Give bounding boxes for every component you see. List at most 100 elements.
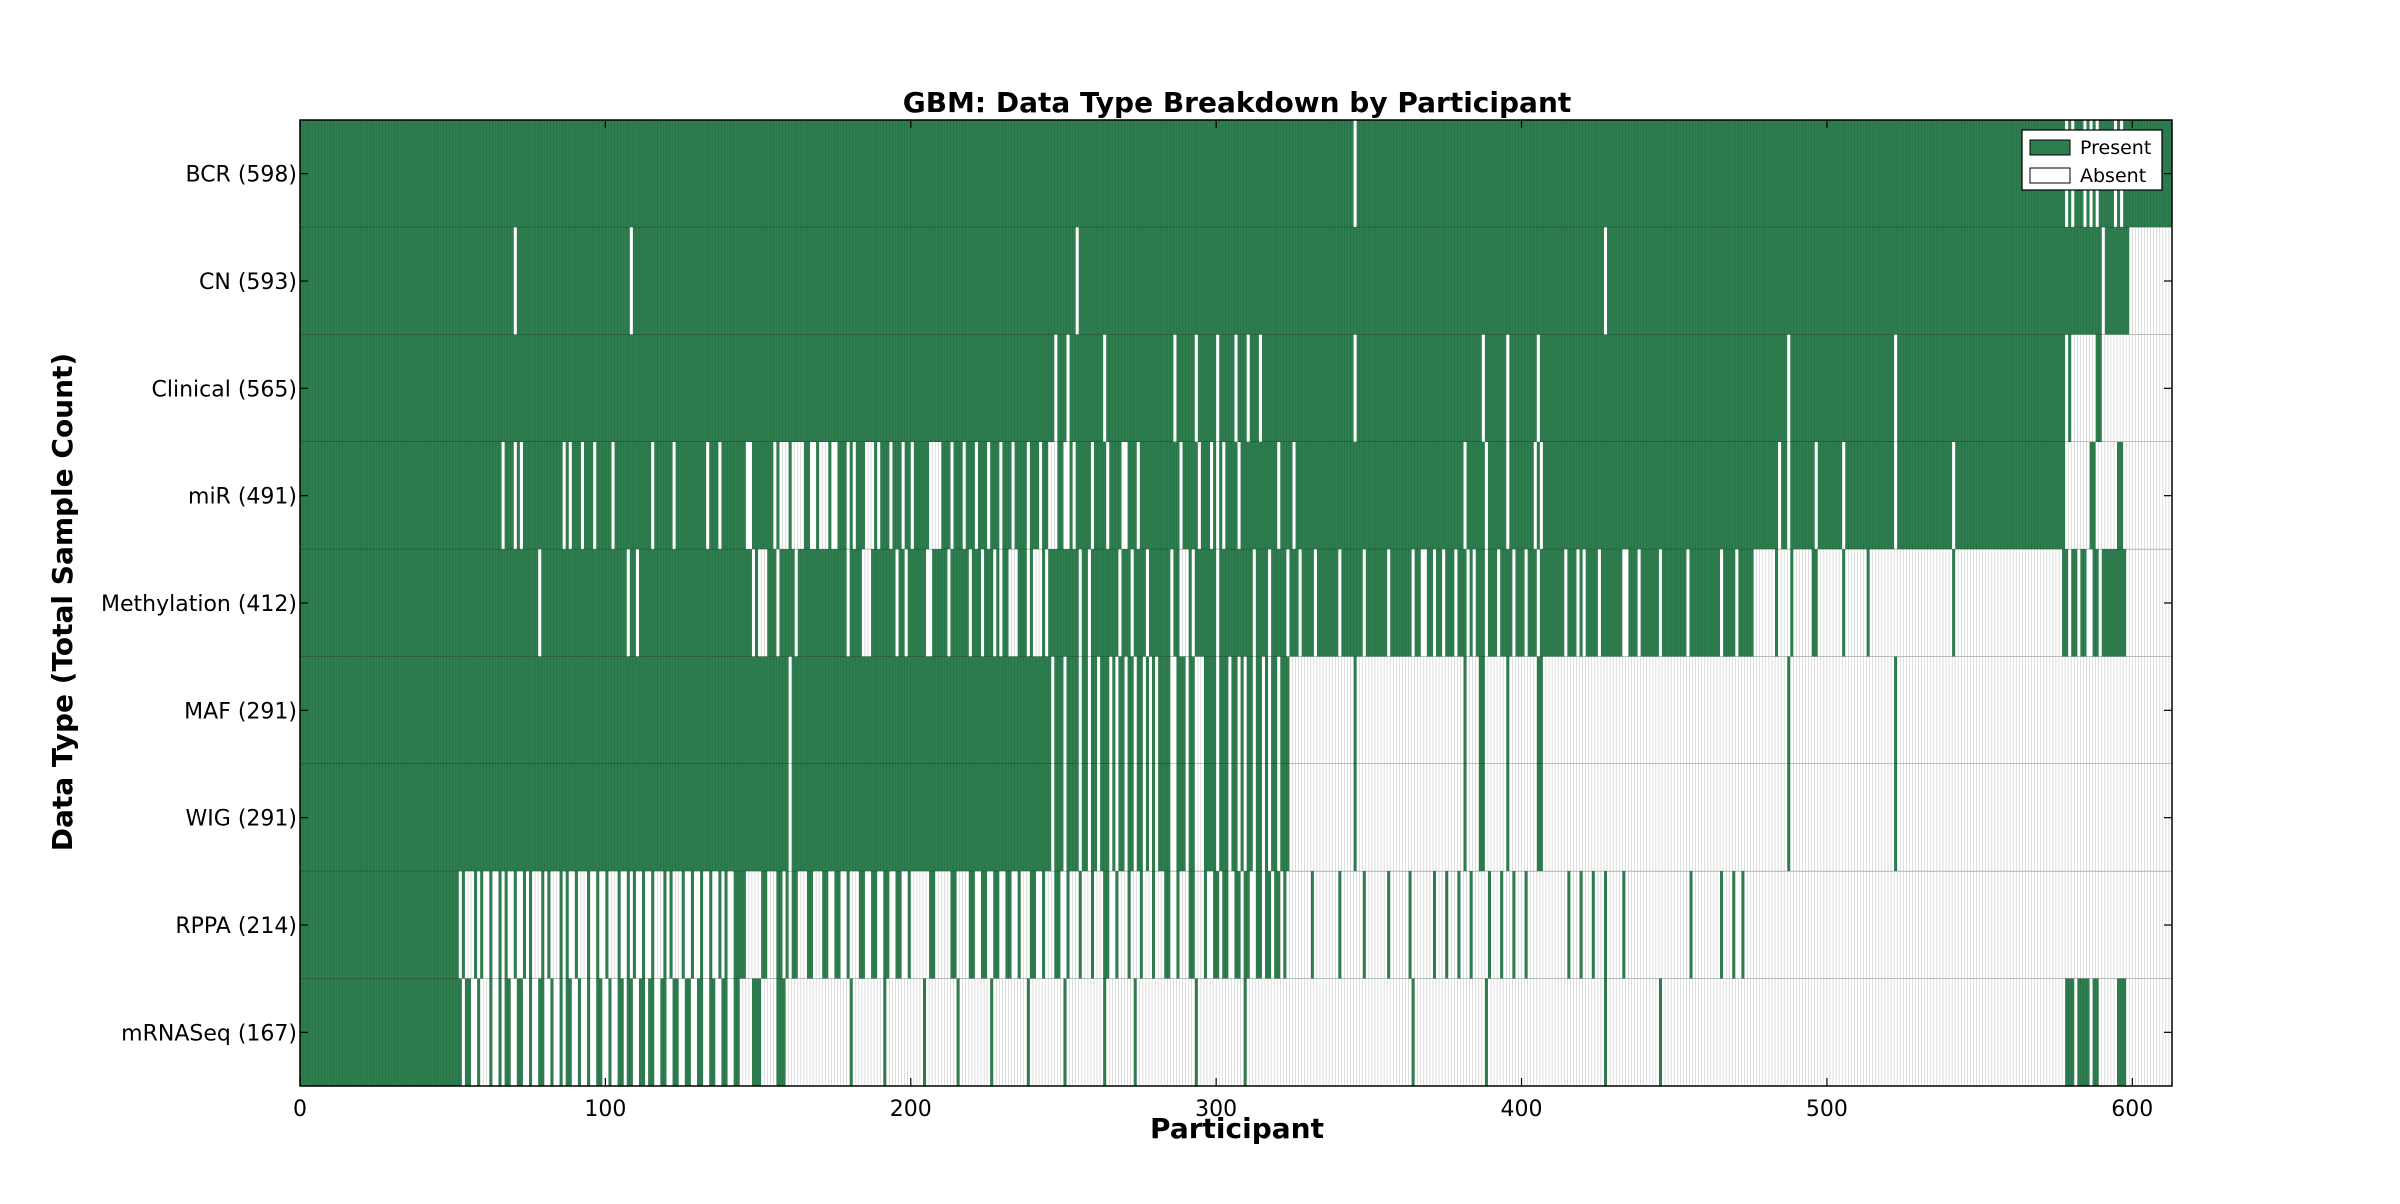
absent-segment: [1237, 442, 1241, 550]
absent-segment: [758, 549, 768, 657]
absent-separators: [1157, 871, 1162, 979]
row-3: [300, 442, 2172, 550]
absent-segment: [1243, 764, 1247, 872]
absent-segment: [1515, 871, 1525, 979]
absent-segment: [1118, 549, 1122, 657]
absent-separators: [1200, 978, 1241, 1086]
absent-separators: [1197, 656, 1202, 764]
absent-segment: [1356, 764, 1464, 872]
absent-segment: [788, 764, 792, 872]
absent-separators: [1725, 871, 1730, 979]
absent-segment: [877, 442, 881, 550]
absent-segment: [553, 978, 560, 1086]
absent-segment: [1106, 978, 1134, 1086]
absent-segment: [809, 442, 817, 550]
absent-separators: [821, 442, 826, 550]
absent-separators: [867, 442, 872, 550]
absent-segment: [501, 978, 505, 1086]
absent-segment: [1026, 442, 1030, 550]
absent-segment: [1411, 549, 1415, 657]
absent-segment: [846, 549, 850, 657]
absent-segment: [1362, 549, 1366, 657]
absent-segment: [602, 978, 609, 1086]
absent-segment: [1170, 549, 1174, 657]
absent-separators: [782, 442, 786, 550]
absent-separators: [1597, 871, 1602, 979]
absent-segment: [1292, 442, 1296, 550]
absent-separators: [1796, 549, 1809, 657]
absent-segment: [1845, 549, 1867, 657]
absent-segment: [1106, 442, 1110, 550]
y-tick-label: miR (491): [188, 485, 297, 510]
absent-separators: [2067, 442, 2087, 550]
absent-segment: [849, 871, 859, 979]
absent-segment: [1240, 871, 1244, 979]
absent-segment: [1035, 871, 1043, 979]
absent-segment: [1252, 764, 1256, 872]
absent-segment: [1115, 656, 1119, 764]
absent-segment: [1509, 656, 1537, 764]
y-tick-label: Clinical (565): [152, 377, 297, 402]
absent-segment: [1170, 871, 1177, 979]
absent-segment: [1735, 871, 1742, 979]
absent-segment: [651, 442, 655, 550]
absent-segment: [1155, 656, 1159, 764]
absent-segment: [1484, 764, 1507, 872]
absent-separators: [1872, 549, 1950, 657]
absent-segment: [666, 871, 670, 979]
absent-segment: [1228, 656, 1232, 764]
absent-separators: [815, 871, 820, 979]
absent-segment: [1735, 549, 1739, 657]
absent-segment: [1436, 871, 1446, 979]
absent-segment: [935, 871, 951, 979]
absent-segment: [1069, 871, 1079, 979]
row-5: [300, 656, 2172, 765]
absent-segment: [1338, 549, 1342, 657]
absent-separators: [1121, 871, 1125, 979]
absent-segment: [950, 442, 954, 550]
chart-title: GBM: Data Type Breakdown by Participant: [903, 86, 1572, 119]
absent-segment: [1686, 549, 1690, 657]
absent-segment: [1097, 656, 1101, 764]
absent-segment: [1286, 549, 1290, 657]
absent-segment: [840, 871, 847, 979]
absent-segment: [620, 871, 627, 979]
absent-separators: [1032, 978, 1061, 1086]
absent-separators: [788, 978, 847, 1086]
absent-segment: [1093, 871, 1104, 979]
absent-separators: [534, 871, 539, 979]
absent-segment: [1179, 442, 1183, 550]
absent-segment: [1048, 442, 1058, 550]
absent-segment: [751, 549, 756, 657]
absent-separators: [1780, 549, 1788, 657]
row-6: [300, 764, 2172, 872]
absent-segment: [999, 442, 1003, 550]
absent-segment: [690, 978, 697, 1086]
row-4: [300, 549, 2172, 658]
absent-separators: [1585, 871, 1590, 979]
x-tick-label: 0: [293, 1097, 307, 1122]
absent-segment: [562, 871, 566, 979]
absent-segment: [525, 871, 530, 979]
absent-segment: [1570, 871, 1580, 979]
absent-segment: [1243, 656, 1247, 764]
absent-segment: [794, 549, 798, 657]
y-axis-ticks: BCR (598) CN (593) Clinical (565) miR (491)…: [101, 163, 2172, 1046]
absent-segment: [1533, 442, 1537, 550]
absent-separators: [1469, 764, 1477, 872]
absent-segment: [1353, 334, 1357, 442]
absent-separators: [1392, 871, 1406, 979]
absent-segment: [501, 442, 505, 550]
absent-segment: [590, 978, 597, 1086]
absent-separators: [1957, 549, 2060, 657]
absent-segment: [1268, 656, 1272, 764]
absent-segment: [1411, 871, 1433, 979]
absent-separators: [1505, 871, 1510, 979]
absent-segment: [684, 871, 691, 979]
absent-segment: [1261, 764, 1266, 872]
absent-segment: [480, 978, 490, 1086]
absent-segment: [1341, 871, 1363, 979]
row-0: [300, 120, 2172, 228]
absent-segment: [1155, 764, 1159, 872]
